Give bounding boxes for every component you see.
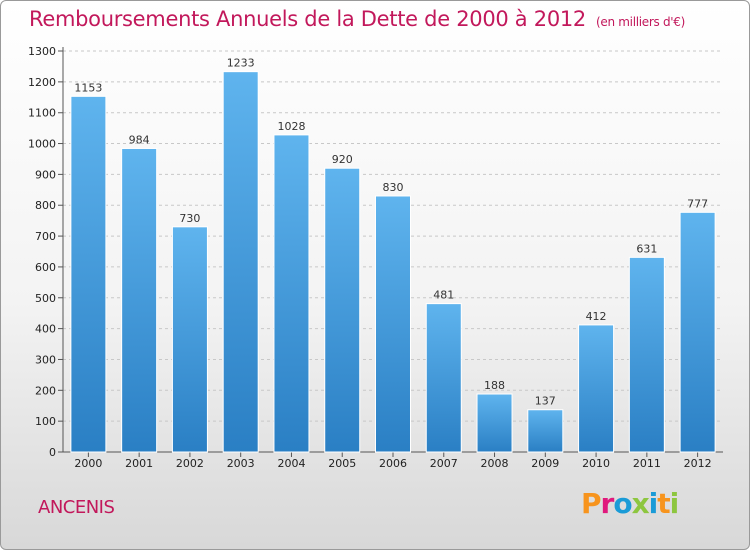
bar — [476, 393, 513, 453]
logo-letter: o — [613, 487, 632, 520]
logo-letter: t — [657, 487, 670, 520]
data-label: 920 — [332, 153, 353, 166]
x-tick-label: 2003 — [227, 457, 255, 470]
x-tick-label: 2009 — [531, 457, 559, 470]
proxiti-logo: Proxiti — [581, 487, 680, 520]
logo-letter: x — [631, 487, 650, 520]
chart-subtitle: (en milliers d'€) — [596, 15, 686, 29]
x-tick-label: 2012 — [684, 457, 712, 470]
bar — [70, 95, 107, 453]
logo-letter: i — [669, 487, 680, 520]
bars — [70, 71, 716, 453]
bar — [679, 211, 716, 453]
data-label: 830 — [383, 181, 404, 194]
y-tick-label: 900 — [35, 168, 56, 181]
y-tick-label: 600 — [35, 261, 56, 274]
y-tick-label: 700 — [35, 230, 56, 243]
bar — [375, 195, 411, 453]
y-tick-label: 400 — [35, 323, 56, 336]
bar — [527, 409, 564, 453]
data-label: 1233 — [227, 57, 255, 70]
y-tick-label: 0 — [49, 446, 56, 459]
x-tick-label: 2000 — [74, 457, 102, 470]
x-tick-label: 2004 — [277, 457, 305, 470]
data-labels: 1153 984 730 1233 1028 920 830 481 188 137 412 631 7… — [74, 57, 708, 408]
logo-letter: P — [581, 487, 602, 520]
chart-title: Remboursements Annuels de la Dette de 20… — [29, 7, 685, 31]
bar — [324, 167, 361, 453]
y-tick-label: 300 — [35, 353, 56, 366]
y-tick-label: 200 — [35, 384, 56, 397]
x-tick-label: 2007 — [430, 457, 458, 470]
x-tick-label: 2011 — [633, 457, 661, 470]
y-tick-label: 1000 — [28, 138, 56, 151]
x-tick-label: 2008 — [481, 457, 509, 470]
data-label: 481 — [433, 289, 454, 302]
data-label: 777 — [687, 197, 708, 210]
data-label: 188 — [484, 379, 505, 392]
x-tick-label: 2010 — [582, 457, 610, 470]
bar — [425, 303, 462, 453]
logo-letter: i — [648, 487, 659, 520]
y-tick-label: 500 — [35, 292, 56, 305]
x-tick-label: 2005 — [328, 457, 356, 470]
y-tick-label: 1300 — [28, 45, 56, 58]
x-tick-label: 2001 — [125, 457, 153, 470]
y-tick-label: 1100 — [28, 107, 56, 120]
x-tick-label: 2002 — [176, 457, 204, 470]
city-name: ANCENIS — [38, 497, 115, 518]
bar — [273, 134, 310, 453]
data-label: 984 — [129, 133, 150, 146]
data-label: 1028 — [277, 120, 305, 133]
bar — [121, 147, 158, 453]
y-tick-label: 1200 — [28, 76, 56, 89]
data-label: 1153 — [74, 81, 102, 94]
bar — [578, 324, 615, 453]
data-label: 730 — [179, 212, 200, 225]
chart-title-text: Remboursements Annuels de la Dette de 20… — [29, 7, 586, 31]
x-tick-label: 2006 — [379, 457, 407, 470]
bar — [628, 256, 665, 453]
bar — [222, 71, 259, 453]
data-label: 412 — [586, 310, 607, 323]
logo-letter: r — [600, 487, 615, 520]
y-tick-label: 100 — [35, 415, 56, 428]
data-label: 631 — [636, 242, 657, 255]
data-label: 137 — [535, 395, 556, 408]
y-tick-label: 800 — [35, 199, 56, 212]
bar — [171, 226, 208, 453]
